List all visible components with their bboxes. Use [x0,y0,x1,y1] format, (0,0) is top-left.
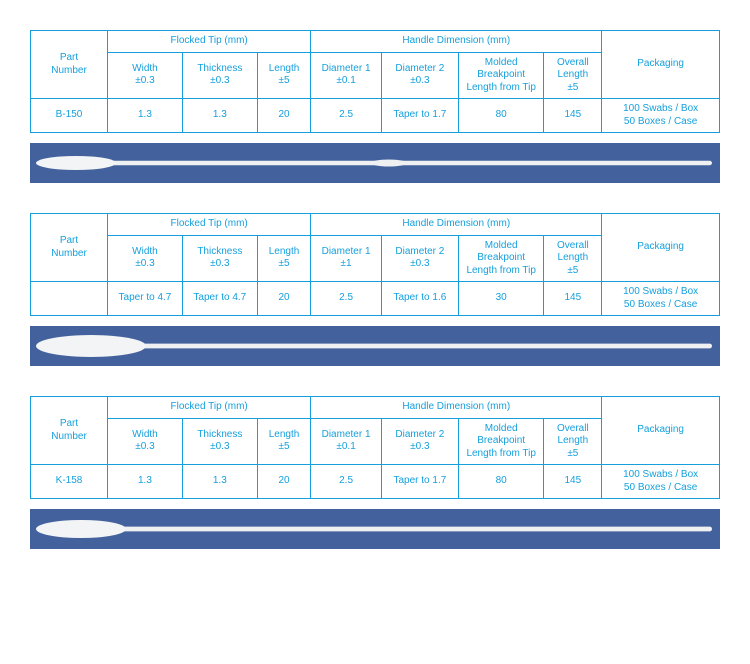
cell-width: Taper to 4.7 [108,282,183,316]
cell-length: 20 [257,282,311,316]
header-handle-dimension: Handle Dimension (mm) [311,214,602,236]
cell-diameter-1: 2.5 [311,99,382,133]
table-row: Taper to 4.7Taper to 4.7202.5Taper to 1.… [31,282,720,316]
header-overall-length: OverallLength±5 [544,52,602,99]
cell-diameter-1: 2.5 [311,465,382,499]
header-packaging: Packaging [602,214,720,282]
cell-diameter-1: 2.5 [311,282,382,316]
header-packaging: Packaging [602,397,720,465]
swab-photo [30,143,720,183]
cell-breakpoint: 80 [458,99,544,133]
cell-part-number: B-150 [31,99,108,133]
cell-packaging: 100 Swabs / Box50 Boxes / Case [602,465,720,499]
header-thickness: Thickness±0.3 [182,52,257,99]
cell-overall-length: 145 [544,282,602,316]
header-breakpoint: MoldedBreakpointLength from Tip [458,52,544,99]
spec-block: PartNumberFlocked Tip (mm)Handle Dimensi… [30,396,720,549]
cell-width: 1.3 [108,99,183,133]
cell-thickness: 1.3 [182,465,257,499]
cell-overall-length: 145 [544,465,602,499]
swab-photo [30,509,720,549]
spec-block: PartNumberFlocked Tip (mm)Handle Dimensi… [30,213,720,366]
cell-part-number [31,282,108,316]
header-width: Width±0.3 [108,418,183,465]
cell-diameter-2: Taper to 1.6 [381,282,458,316]
header-part-number: PartNumber [31,214,108,282]
header-overall-length: OverallLength±5 [544,235,602,282]
table-row: K-1581.31.3202.5Taper to 1.780145100 Swa… [31,465,720,499]
cell-packaging: 100 Swabs / Box50 Boxes / Case [602,282,720,316]
cell-length: 20 [257,99,311,133]
header-flocked-tip: Flocked Tip (mm) [108,214,311,236]
header-diameter-1: Diameter 1±0.1 [311,418,382,465]
header-length: Length±5 [257,235,311,282]
header-flocked-tip: Flocked Tip (mm) [108,397,311,419]
cell-width: 1.3 [108,465,183,499]
header-packaging: Packaging [602,31,720,99]
header-thickness: Thickness±0.3 [182,235,257,282]
header-diameter-2: Diameter 2±0.3 [381,52,458,99]
header-part-number: PartNumber [31,31,108,99]
cell-part-number: K-158 [31,465,108,499]
header-breakpoint: MoldedBreakpointLength from Tip [458,235,544,282]
table-row: B-1501.31.3202.5Taper to 1.780145100 Swa… [31,99,720,133]
cell-diameter-2: Taper to 1.7 [381,99,458,133]
swab-photo [30,326,720,366]
header-handle-dimension: Handle Dimension (mm) [311,397,602,419]
cell-breakpoint: 30 [458,282,544,316]
header-overall-length: OverallLength±5 [544,418,602,465]
header-width: Width±0.3 [108,235,183,282]
header-diameter-2: Diameter 2±0.3 [381,235,458,282]
spec-table: PartNumberFlocked Tip (mm)Handle Dimensi… [30,213,720,316]
spec-block: PartNumberFlocked Tip (mm)Handle Dimensi… [30,30,720,183]
cell-overall-length: 145 [544,99,602,133]
header-length: Length±5 [257,52,311,99]
cell-breakpoint: 80 [458,465,544,499]
header-diameter-2: Diameter 2±0.3 [381,418,458,465]
cell-diameter-2: Taper to 1.7 [381,465,458,499]
header-part-number: PartNumber [31,397,108,465]
spec-table: PartNumberFlocked Tip (mm)Handle Dimensi… [30,396,720,499]
spec-table: PartNumberFlocked Tip (mm)Handle Dimensi… [30,30,720,133]
header-flocked-tip: Flocked Tip (mm) [108,31,311,53]
cell-thickness: 1.3 [182,99,257,133]
header-width: Width±0.3 [108,52,183,99]
header-thickness: Thickness±0.3 [182,418,257,465]
cell-packaging: 100 Swabs / Box50 Boxes / Case [602,99,720,133]
cell-thickness: Taper to 4.7 [182,282,257,316]
header-handle-dimension: Handle Dimension (mm) [311,31,602,53]
header-breakpoint: MoldedBreakpointLength from Tip [458,418,544,465]
cell-length: 20 [257,465,311,499]
header-diameter-1: Diameter 1±1 [311,235,382,282]
header-diameter-1: Diameter 1±0.1 [311,52,382,99]
header-length: Length±5 [257,418,311,465]
